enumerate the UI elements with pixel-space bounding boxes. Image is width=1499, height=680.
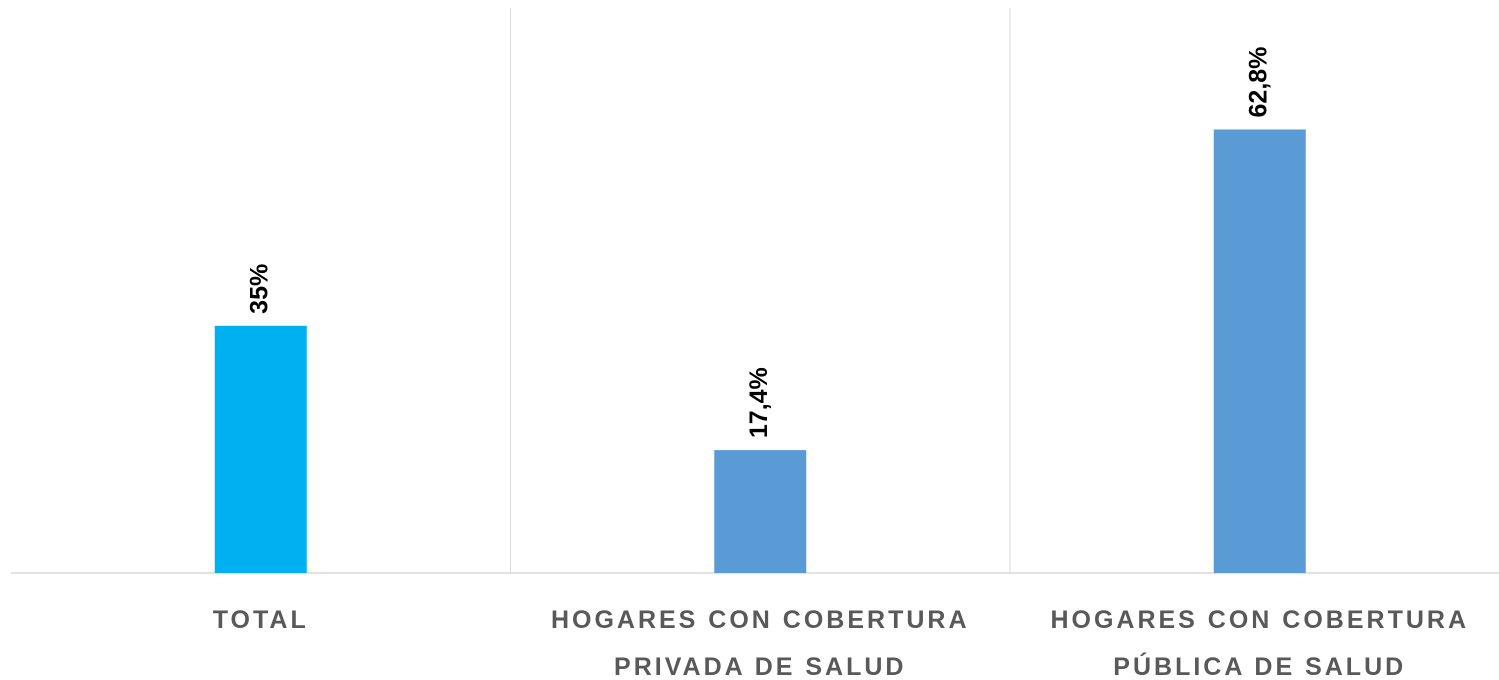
- data-label: 62,8%: [1244, 47, 1272, 118]
- x-tick-label: TOTAL: [212, 606, 309, 634]
- bar: [1213, 129, 1306, 573]
- bar: [214, 325, 307, 573]
- x-tick-label: HOGARES CON COBERTURA PRIVADA DE SALUD: [550, 606, 970, 680]
- data-label: 17,4%: [745, 367, 773, 438]
- bar: [714, 450, 807, 573]
- data-label: 35%: [245, 264, 273, 314]
- x-tick-label: HOGARES CON COBERTURA PÚBLICA DE SALUD: [1050, 606, 1470, 680]
